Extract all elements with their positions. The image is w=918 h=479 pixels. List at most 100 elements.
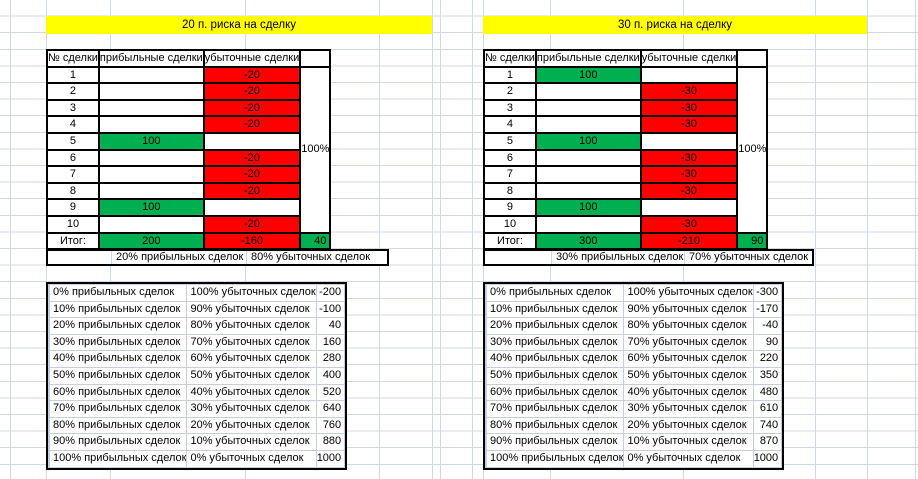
total-loss-cell[interactable]: -160 xyxy=(202,231,302,251)
col-header-loss[interactable]: убыточные сделки xyxy=(639,49,739,68)
trade-num-cell[interactable]: 6 xyxy=(483,148,537,168)
scenario-result-cell[interactable]: 220 xyxy=(752,350,783,368)
scenario-result-cell[interactable]: -300 xyxy=(752,284,783,302)
scenario-profit-cell[interactable]: 80% прибыльных сделок xyxy=(485,416,625,435)
scenario-result-cell[interactable]: 1000 xyxy=(752,449,783,468)
panel-title-banner[interactable]: 20 п. риска на сделку xyxy=(46,16,432,34)
scenario-result-cell[interactable]: 40 xyxy=(315,317,346,335)
scenario-result-cell[interactable]: 880 xyxy=(315,433,346,451)
scenario-profit-cell[interactable]: 10% прибыльных сделок xyxy=(485,300,625,319)
profit-cell[interactable] xyxy=(97,165,205,184)
summary-loss-percent[interactable]: 70% убыточных сделок xyxy=(689,251,809,263)
profit-cell[interactable] xyxy=(97,65,205,85)
total-net-cell[interactable]: 90 xyxy=(736,231,769,251)
scenario-loss-cell[interactable]: 60% убыточных сделок xyxy=(186,350,317,368)
total-net-cell[interactable]: 40 xyxy=(299,231,332,251)
scenario-loss-cell[interactable]: 10% убыточных сделок xyxy=(186,433,317,451)
profit-cell[interactable]: 100 xyxy=(534,131,642,151)
trade-num-cell[interactable]: 7 xyxy=(46,165,100,184)
scenario-loss-cell[interactable]: 50% убыточных сделок xyxy=(623,366,754,385)
scenario-result-cell[interactable]: 520 xyxy=(315,383,346,402)
scenario-loss-cell[interactable]: 0% убыточных сделок xyxy=(186,449,317,468)
trade-num-cell[interactable]: 8 xyxy=(483,181,537,201)
scenario-profit-cell[interactable]: 100% прибыльных сделок xyxy=(485,449,625,468)
profit-cell[interactable] xyxy=(97,98,205,118)
total-label-cell[interactable]: Итог: xyxy=(46,231,100,251)
profit-cell[interactable] xyxy=(97,214,205,234)
scenario-profit-cell[interactable]: 0% прибыльных сделок xyxy=(48,284,188,302)
cumulative-percent-cell[interactable]: 100% xyxy=(299,65,332,234)
loss-cell[interactable]: -30 xyxy=(639,165,739,184)
trade-num-cell[interactable]: 6 xyxy=(46,148,100,168)
profit-cell[interactable]: 100 xyxy=(534,65,642,85)
scenario-result-cell[interactable]: 1000 xyxy=(315,449,346,468)
summary-loss-percent[interactable]: 80% убыточных сделок xyxy=(251,251,371,263)
scenario-profit-cell[interactable]: 70% прибыльных сделок xyxy=(48,400,188,418)
col-header-trade-num[interactable]: № сделки xyxy=(46,49,100,68)
scenario-profit-cell[interactable]: 60% прибыльных сделок xyxy=(485,383,625,402)
scenario-result-cell[interactable]: 350 xyxy=(752,366,783,385)
loss-cell[interactable]: -20 xyxy=(202,115,302,134)
trade-num-cell[interactable]: 1 xyxy=(483,65,537,85)
trade-num-cell[interactable]: 3 xyxy=(46,98,100,118)
trade-num-cell[interactable]: 5 xyxy=(46,131,100,151)
total-loss-cell[interactable]: -210 xyxy=(639,231,739,251)
loss-cell[interactable] xyxy=(202,131,302,151)
trade-num-cell[interactable]: 9 xyxy=(483,198,537,217)
loss-cell[interactable]: -20 xyxy=(202,65,302,85)
profit-cell[interactable] xyxy=(534,148,642,168)
trade-num-cell[interactable]: 5 xyxy=(483,131,537,151)
col-header-trade-num[interactable]: № сделки xyxy=(483,49,537,68)
scenario-result-cell[interactable]: 760 xyxy=(315,416,346,435)
scenario-loss-cell[interactable]: 90% убыточных сделок xyxy=(623,300,754,319)
scenario-profit-cell[interactable]: 50% прибыльных сделок xyxy=(485,366,625,385)
trade-num-cell[interactable]: 4 xyxy=(483,115,537,134)
trade-num-cell[interactable]: 9 xyxy=(46,198,100,217)
loss-cell[interactable] xyxy=(639,65,739,85)
loss-cell[interactable]: -30 xyxy=(639,148,739,168)
scenario-profit-cell[interactable]: 90% прибыльных сделок xyxy=(48,433,188,451)
scenario-profit-cell[interactable]: 30% прибыльных сделок xyxy=(485,333,625,352)
loss-cell[interactable]: -20 xyxy=(202,98,302,118)
summary-spacer[interactable] xyxy=(485,251,552,264)
total-profit-cell[interactable]: 200 xyxy=(97,231,205,251)
scenario-result-cell[interactable]: 480 xyxy=(752,383,783,402)
profit-cell[interactable] xyxy=(534,165,642,184)
profit-cell[interactable]: 100 xyxy=(97,131,205,151)
scenario-profit-cell[interactable]: 0% прибыльных сделок xyxy=(485,284,625,302)
loss-cell[interactable]: -30 xyxy=(639,181,739,201)
scenario-profit-cell[interactable]: 70% прибыльных сделок xyxy=(485,400,625,418)
scenario-loss-cell[interactable]: 0% убыточных сделок xyxy=(623,449,754,468)
scenario-profit-cell[interactable]: 60% прибыльных сделок xyxy=(48,383,188,402)
scenario-result-cell[interactable]: 90 xyxy=(752,333,783,352)
scenario-loss-cell[interactable]: 40% убыточных сделок xyxy=(623,383,754,402)
profit-cell[interactable] xyxy=(97,148,205,168)
loss-cell[interactable] xyxy=(639,131,739,151)
scenario-profit-cell[interactable]: 40% прибыльных сделок xyxy=(48,350,188,368)
scenario-profit-cell[interactable]: 40% прибыльных сделок xyxy=(485,350,625,368)
scenario-loss-cell[interactable]: 40% убыточных сделок xyxy=(186,383,317,402)
loss-cell[interactable]: -20 xyxy=(202,214,302,234)
summary-spacer[interactable] xyxy=(48,251,112,264)
scenario-profit-cell[interactable]: 80% прибыльных сделок xyxy=(48,416,188,435)
scenario-result-cell[interactable]: -100 xyxy=(315,300,346,319)
scenario-profit-cell[interactable]: 30% прибыльных сделок xyxy=(48,333,188,352)
loss-cell[interactable]: -20 xyxy=(202,148,302,168)
loss-cell[interactable]: -20 xyxy=(202,181,302,201)
loss-cell[interactable]: -20 xyxy=(202,82,302,101)
scenario-loss-cell[interactable]: 100% убыточных сделок xyxy=(186,284,317,302)
scenario-result-cell[interactable]: 280 xyxy=(315,350,346,368)
scenario-profit-cell[interactable]: 90% прибыльных сделок xyxy=(485,433,625,451)
scenario-loss-cell[interactable]: 80% убыточных сделок xyxy=(186,317,317,335)
scenario-loss-cell[interactable]: 100% убыточных сделок xyxy=(623,284,754,302)
scenario-loss-cell[interactable]: 30% убыточных сделок xyxy=(623,400,754,418)
trade-num-cell[interactable]: 8 xyxy=(46,181,100,201)
scenario-result-cell[interactable]: 160 xyxy=(315,333,346,352)
summary-profit-percent[interactable]: 20% прибыльных сделок xyxy=(112,251,247,264)
scenario-result-cell[interactable]: -200 xyxy=(315,284,346,302)
summary-profit-percent[interactable]: 30% прибыльных сделок xyxy=(552,251,685,264)
scenario-profit-cell[interactable]: 20% прибыльных сделок xyxy=(485,317,625,335)
loss-cell[interactable]: -20 xyxy=(202,165,302,184)
trade-num-cell[interactable]: 7 xyxy=(483,165,537,184)
profit-cell[interactable] xyxy=(97,115,205,134)
